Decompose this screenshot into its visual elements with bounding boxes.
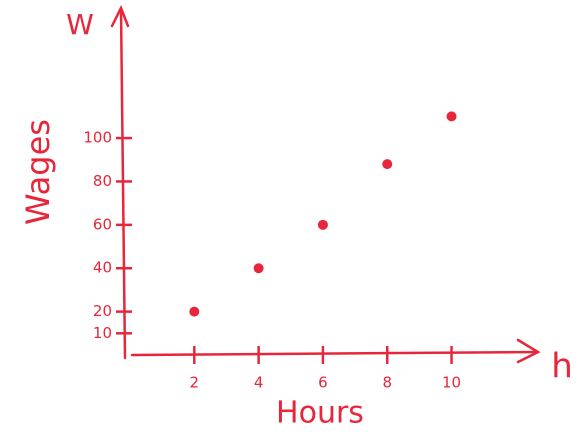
point [447, 111, 457, 121]
x-axis-letter: h [551, 347, 573, 387]
y-tick-label: 10 [93, 324, 112, 342]
x-axis-label: Hours [276, 396, 364, 431]
x-tick-label: 10 [442, 374, 461, 392]
y-tick-label: 40 [93, 259, 112, 277]
point [382, 159, 392, 169]
y-axis [121, 10, 125, 358]
point [318, 220, 328, 230]
y-tick-label: 100 [83, 129, 112, 147]
x-tick-label: 6 [318, 374, 328, 392]
chart: W h Wages Hours 10 20 40 60 80 100 2 4 6 8 10 [0, 0, 580, 444]
y-tick-label: 80 [93, 172, 112, 190]
y-axis-letter: W [66, 8, 94, 41]
x-tick-label: 2 [190, 374, 200, 392]
x-axis [132, 352, 535, 355]
point [189, 307, 199, 317]
x-tick-label: 4 [254, 374, 264, 392]
point [254, 263, 264, 273]
y-tick-label: 60 [93, 215, 112, 233]
y-tick-label: 20 [93, 302, 112, 320]
x-tick-label: 8 [382, 374, 392, 392]
y-axis-label: Wages [19, 119, 57, 225]
